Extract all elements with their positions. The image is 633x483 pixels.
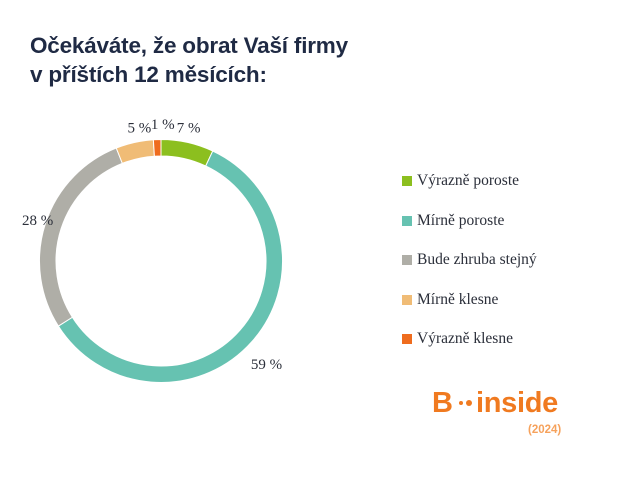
slice-mirne-klesne xyxy=(115,139,155,165)
donut-chart: 7 % 59 % 28 % 5 % 1 % xyxy=(22,117,283,383)
chart-title: Očekáváte, že obrat Vaší firmy v příštíc… xyxy=(30,31,450,89)
slice-mirne-poroste xyxy=(57,150,283,383)
slice-bude-zhruba-stejny xyxy=(39,147,123,327)
legend-item-mirne-klesne: Mírně klesne xyxy=(402,290,627,310)
logo-letter: B xyxy=(432,387,453,419)
legend-label: Mírně poroste xyxy=(417,211,505,229)
logo-year: (2024) xyxy=(528,424,562,436)
legend: Výrazně poroste Mírně poroste Bude zhrub… xyxy=(402,171,627,369)
legend-label: Mírně klesne xyxy=(417,290,499,308)
legend-label: Bude zhruba stejný xyxy=(417,251,537,268)
legend-swatch xyxy=(402,176,412,186)
legend-label: Výrazně klesne xyxy=(417,330,513,347)
title-line-1: Očekáváte, že obrat Vaší firmy xyxy=(30,33,348,58)
legend-item-mirne-poroste: Mírně poroste xyxy=(402,211,627,231)
donut-slices xyxy=(39,138,283,383)
legend-swatch xyxy=(402,215,412,226)
legend-item-vyrazne-poroste: Výrazně poroste xyxy=(402,171,627,191)
logo-word: inside xyxy=(475,387,558,419)
data-label: 59 % xyxy=(251,357,282,373)
data-label: 5 % xyxy=(127,120,151,136)
logo-dots-icon xyxy=(458,400,472,406)
legend-swatch xyxy=(402,334,412,344)
data-label: 1 % xyxy=(151,117,175,133)
legend-swatch xyxy=(402,255,412,265)
slice-vyrazne-klesne xyxy=(152,138,162,157)
legend-item-bude-zhruba-stejny: Bude zhruba stejný xyxy=(402,250,627,270)
data-labels: 7 % 59 % 28 % 5 % 1 % xyxy=(22,117,282,373)
b-inside-logo: B inside xyxy=(432,388,558,418)
legend-swatch xyxy=(402,294,412,305)
legend-label: Výrazně poroste xyxy=(417,172,519,189)
data-label: 7 % xyxy=(177,120,201,136)
slice-vyrazne-poroste xyxy=(160,138,214,167)
title-line-2: v příštích 12 měsících: xyxy=(30,62,267,87)
data-label: 28 % xyxy=(22,213,53,229)
legend-item-vyrazne-klesne: Výrazně klesne xyxy=(402,329,627,349)
